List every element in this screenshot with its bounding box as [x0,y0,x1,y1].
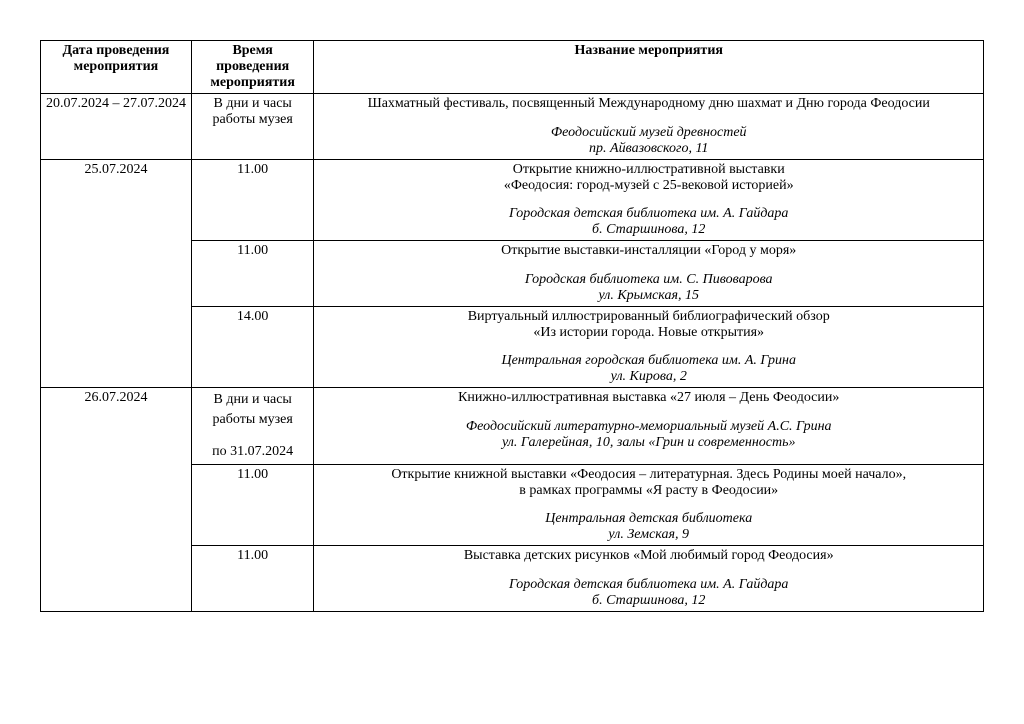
cell-time: 14.00 [191,306,314,388]
cell-time: 11.00 [191,159,314,241]
time-line-1: В дни и часы работы музея [196,390,310,429]
cell-time: В дни и часы работы музея по 31.07.2024 [191,388,314,464]
cell-event: Открытие выставки-инсталляции «Город у м… [314,241,984,307]
cell-event: Шахматный фестиваль, посвященный Междуна… [314,94,984,160]
cell-time: В дни и часы работы музея [191,94,314,160]
event-title: Книжно-иллюстративная выставка «27 июля … [318,390,979,406]
table-header-row: Дата проведения мероприятия Время провед… [41,41,984,94]
header-time: Время проведения мероприятия [191,41,314,94]
cell-event: Открытие книжно-иллюстративной выставки … [314,159,984,241]
event-venue: Центральная детская библиотека [318,511,979,527]
event-venue: Центральная городская библиотека им. А. … [318,353,979,369]
event-address: б. Старшинова, 12 [318,222,979,238]
event-address: б. Старшинова, 12 [318,593,979,609]
event-title: Выставка детских рисунков «Мой любимый г… [318,548,979,564]
events-table: Дата проведения мероприятия Время провед… [40,40,984,612]
cell-time: 11.00 [191,241,314,307]
cell-event: Открытие книжной выставки «Феодосия – ли… [314,464,984,546]
event-address: ул. Земская, 9 [318,527,979,543]
event-address: пр. Айвазовского, 11 [318,141,979,157]
event-venue: Городская детская библиотека им. А. Гайд… [318,577,979,593]
event-title: Открытие выставки-инсталляции «Город у м… [318,243,979,259]
table-row: 25.07.2024 11.00 Открытие книжно-иллюстр… [41,159,984,241]
event-address: ул. Кирова, 2 [318,369,979,385]
event-venue: Феодосийский музей древностей [318,125,979,141]
cell-time: 11.00 [191,546,314,612]
cell-date: 20.07.2024 – 27.07.2024 [41,94,192,160]
time-line-2: по 31.07.2024 [196,442,310,462]
table-row: 20.07.2024 – 27.07.2024 В дни и часы раб… [41,94,984,160]
event-title: Виртуальный иллюстрированный библиографи… [318,309,979,325]
cell-date: 26.07.2024 [41,388,192,612]
event-address: ул. Галерейная, 10, залы «Грин и совреме… [318,435,979,451]
event-title: Шахматный фестиваль, посвященный Междуна… [318,96,979,112]
time-spacer [196,430,310,443]
event-address: ул. Крымская, 15 [318,288,979,304]
header-title: Название мероприятия [314,41,984,94]
event-title: Открытие книжно-иллюстративной выставки [318,162,979,178]
event-venue: Городская библиотека им. С. Пивоварова [318,272,979,288]
event-subtitle: «Феодосия: город-музей с 25-вековой исто… [318,178,979,194]
cell-date: 25.07.2024 [41,159,192,388]
table-row: 26.07.2024 В дни и часы работы музея по … [41,388,984,464]
cell-time: 11.00 [191,464,314,546]
header-date: Дата проведения мероприятия [41,41,192,94]
event-subtitle: «Из истории города. Новые открытия» [318,325,979,341]
event-subtitle: в рамках программы «Я расту в Феодосии» [318,483,979,499]
cell-event: Виртуальный иллюстрированный библиографи… [314,306,984,388]
event-venue: Феодосийский литературно-мемориальный му… [318,419,979,435]
event-title: Открытие книжной выставки «Феодосия – ли… [318,467,979,483]
cell-event: Выставка детских рисунков «Мой любимый г… [314,546,984,612]
cell-event: Книжно-иллюстративная выставка «27 июля … [314,388,984,464]
event-venue: Городская детская библиотека им. А. Гайд… [318,206,979,222]
